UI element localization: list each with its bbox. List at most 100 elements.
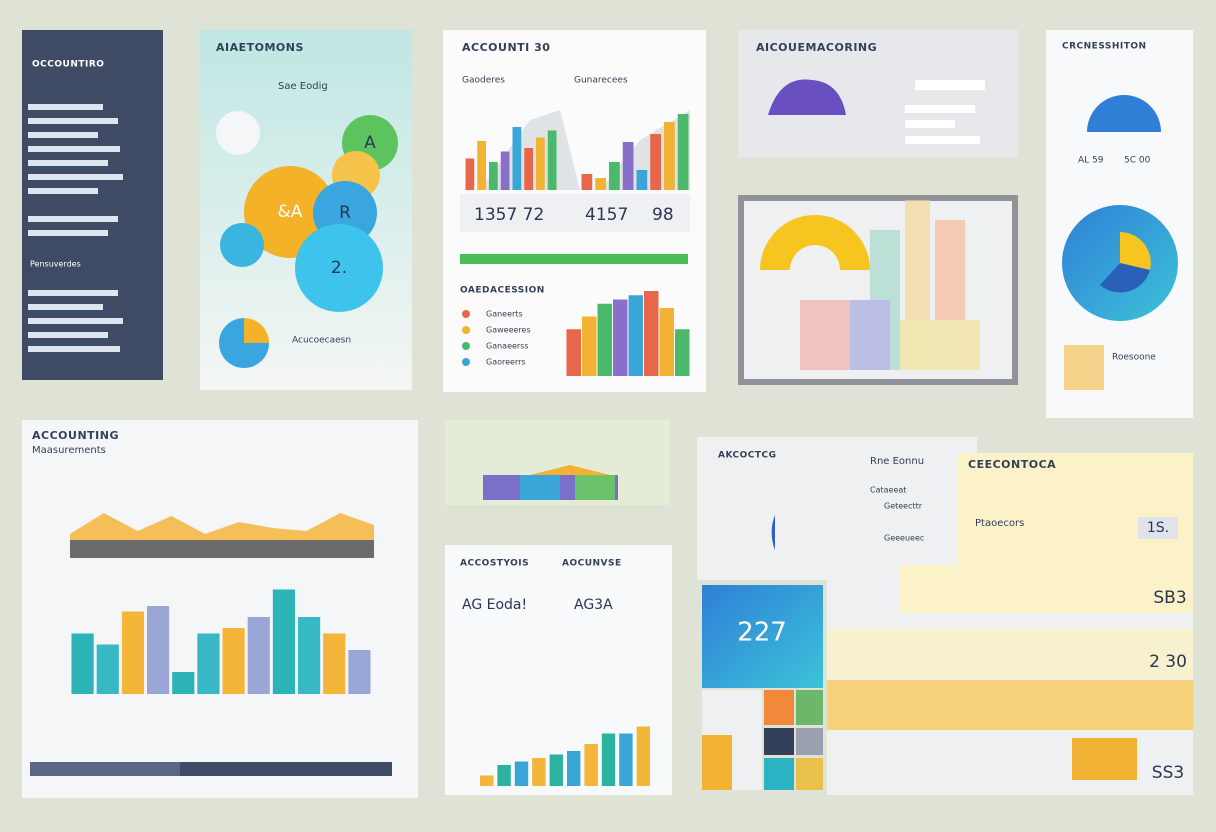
trend-shape: [768, 79, 846, 115]
bubble: [216, 111, 260, 155]
bar: [622, 142, 634, 190]
bar: [489, 162, 498, 190]
pie-slice: [1100, 263, 1150, 293]
bubble-label: R: [339, 203, 351, 223]
legend-label: Ganeerts: [486, 310, 523, 319]
bar: [172, 672, 195, 694]
bar: [512, 127, 522, 190]
card-title: AICOUEMACORING: [756, 41, 877, 54]
section-title: OAEDACESSION: [460, 286, 545, 296]
bar: [636, 726, 650, 786]
bar: [628, 295, 643, 376]
bar: [650, 134, 661, 190]
bubble: [220, 223, 264, 267]
bubble-label: A: [364, 133, 376, 153]
bar: [465, 158, 475, 190]
gauge: [760, 215, 870, 270]
bar: [323, 633, 346, 694]
kpi: 1357 72: [474, 205, 544, 225]
card-title: AKCOCTCG: [718, 451, 777, 461]
pie-label: 5C 00: [1124, 156, 1151, 166]
yellow-label: Ptaoecors: [975, 518, 1024, 529]
tile-grid: [702, 690, 823, 790]
kpi: 98: [652, 205, 674, 225]
bar: [644, 291, 659, 376]
bar: [536, 137, 545, 190]
tile: [702, 585, 823, 688]
bar: [497, 765, 511, 786]
bar: [514, 761, 529, 786]
bar: [121, 611, 144, 694]
bubble: [295, 224, 383, 312]
bar: [197, 633, 220, 694]
progress: [460, 254, 688, 264]
card-footer: Acucoecaesn: [292, 336, 351, 346]
card-title: CRCNESSHITON: [1062, 42, 1147, 52]
legend-label: Gaweeeres: [486, 326, 531, 335]
pie-slice: [1120, 232, 1151, 270]
tab: Gaoderes: [462, 76, 505, 86]
table-value: 2 30: [1149, 652, 1187, 672]
mini-pie: [219, 318, 269, 368]
bubble-label: 2.: [331, 258, 347, 278]
yellow-value: 1S.: [1147, 520, 1169, 536]
mini-pie: [244, 318, 269, 343]
card-title: ACCOUNTING: [32, 429, 119, 442]
bar: [298, 617, 321, 694]
bar: [659, 308, 674, 376]
table-value: SB3: [1153, 588, 1186, 608]
sidebar-title: OCCOUNTIRO: [32, 60, 104, 70]
legend-label: Gaoreerrs: [486, 358, 526, 367]
table-row: [827, 680, 1193, 730]
bar: [147, 606, 170, 694]
bar: [547, 130, 557, 190]
card-title: ACCOSTYOIS: [460, 559, 529, 569]
bar: [675, 329, 690, 376]
bar: [348, 650, 371, 694]
bar: [664, 122, 675, 190]
bar: [582, 316, 597, 376]
summary-item: Cataeeat: [870, 486, 906, 495]
area-base: [70, 540, 374, 558]
table-icon: [1072, 738, 1137, 780]
bar: [677, 114, 689, 190]
kpi-strip: [460, 194, 690, 232]
card-subtitle: Maasurements: [32, 445, 106, 456]
sidebar: [22, 30, 163, 380]
tab: Gunarecees: [574, 76, 628, 86]
bar: [609, 162, 620, 190]
bar: [581, 174, 593, 190]
bar: [566, 329, 581, 376]
trend-rows: [905, 80, 985, 144]
pie-label: AL 59: [1078, 156, 1104, 166]
bar: [619, 733, 633, 786]
table-value: SS3: [1152, 763, 1184, 783]
half-pie: [1087, 95, 1161, 132]
bar: [272, 589, 295, 694]
bar: [500, 151, 510, 190]
note: Roesoone: [1112, 353, 1156, 363]
bar: [601, 733, 616, 786]
card-subtitle: Sae Eodig: [278, 81, 328, 92]
kpi: AG Eoda!: [462, 597, 527, 613]
bar: [595, 178, 606, 190]
bar: [222, 628, 245, 694]
bar: [532, 758, 546, 786]
bar: [524, 148, 533, 190]
value-box: [1138, 517, 1178, 539]
card-title: AOCUNVSE: [562, 559, 622, 569]
legend: [462, 310, 470, 366]
kpi: AG3A: [574, 597, 613, 613]
bar: [247, 617, 270, 694]
card-subtitle: Rne Eonnu: [870, 456, 924, 467]
legend-label: Ganaeerss: [486, 342, 529, 351]
bar: [549, 754, 563, 786]
bar: [477, 141, 486, 190]
bar: [71, 633, 94, 694]
bar: [613, 299, 628, 376]
note-icon: [1064, 345, 1104, 390]
main-card: [22, 420, 418, 798]
bar: [636, 170, 648, 190]
summary-item: Geeeueec: [884, 534, 924, 543]
